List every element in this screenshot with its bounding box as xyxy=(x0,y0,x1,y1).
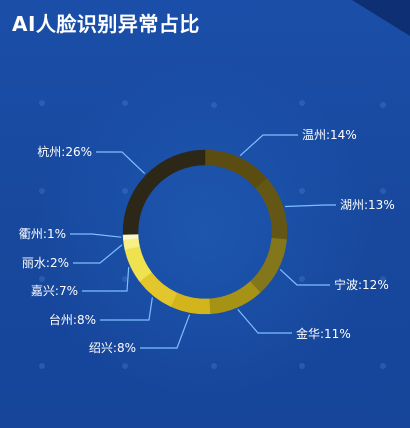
corner-decoration xyxy=(352,0,410,36)
slice-label-丽水: 丽水:2% xyxy=(22,256,69,270)
background-dot xyxy=(299,276,305,282)
slice-label-金华: 金华:11% xyxy=(296,326,351,341)
leader-line-湖州 xyxy=(285,204,336,208)
background-dot xyxy=(122,276,128,282)
leader-line-宁波 xyxy=(279,269,330,286)
leader-line-温州 xyxy=(239,134,298,157)
slice-label-衢州: 衢州:1% xyxy=(19,227,66,241)
slice-label-杭州: 杭州:26% xyxy=(37,144,92,159)
donut-slice-金华[interactable] xyxy=(208,281,261,315)
slice-label-台州: 台州:8% xyxy=(49,312,96,327)
leader-line-衢州 xyxy=(70,233,122,238)
leader-line-嘉兴 xyxy=(82,267,130,292)
slice-label-绍兴: 绍兴:8% xyxy=(89,341,136,355)
background-dot xyxy=(39,276,45,282)
leader-lines xyxy=(70,134,336,349)
background-dot xyxy=(299,188,305,194)
slice-label-宁波: 宁波:12% xyxy=(334,277,389,292)
leader-line-绍兴 xyxy=(140,314,191,349)
donut-slice-绍兴[interactable] xyxy=(170,292,211,315)
leader-line-丽水 xyxy=(73,244,123,264)
leader-line-杭州 xyxy=(96,151,146,174)
donut-slice-台州[interactable] xyxy=(139,272,178,307)
donut-slice-杭州[interactable] xyxy=(122,149,206,235)
leader-line-台州 xyxy=(100,297,153,321)
background-dot xyxy=(39,188,45,194)
background-dot xyxy=(299,363,305,369)
background-dot xyxy=(299,100,305,106)
background-dot xyxy=(380,363,386,369)
donut-slices xyxy=(122,149,288,315)
slice-label-湖州: 湖州:13% xyxy=(340,197,395,212)
donut-slice-宁波[interactable] xyxy=(249,237,287,293)
leader-line-金华 xyxy=(237,308,292,334)
background-dot xyxy=(39,100,45,106)
donut-slice-湖州[interactable] xyxy=(255,178,288,240)
chart-title: AI人脸识别异常占比 xyxy=(12,12,200,36)
background-dot xyxy=(211,102,217,108)
background-dots xyxy=(39,100,386,369)
slice-labels: 温州:14% 湖州:13% 宁波:12% 金华:11% 绍兴:8% 台州:8% 嘉兴:7% 丽… xyxy=(19,128,395,355)
background-dot xyxy=(122,100,128,106)
background-dot xyxy=(380,102,386,108)
donut-slice-温州[interactable] xyxy=(204,149,268,189)
slice-label-温州: 温州:14% xyxy=(302,128,357,142)
background-dot xyxy=(380,188,386,194)
slice-label-嘉兴: 嘉兴:7% xyxy=(31,284,78,298)
background-dot xyxy=(211,363,217,369)
background-dot xyxy=(122,188,128,194)
background-dot xyxy=(39,363,45,369)
background-dot xyxy=(380,276,386,282)
background-dot xyxy=(122,363,128,369)
